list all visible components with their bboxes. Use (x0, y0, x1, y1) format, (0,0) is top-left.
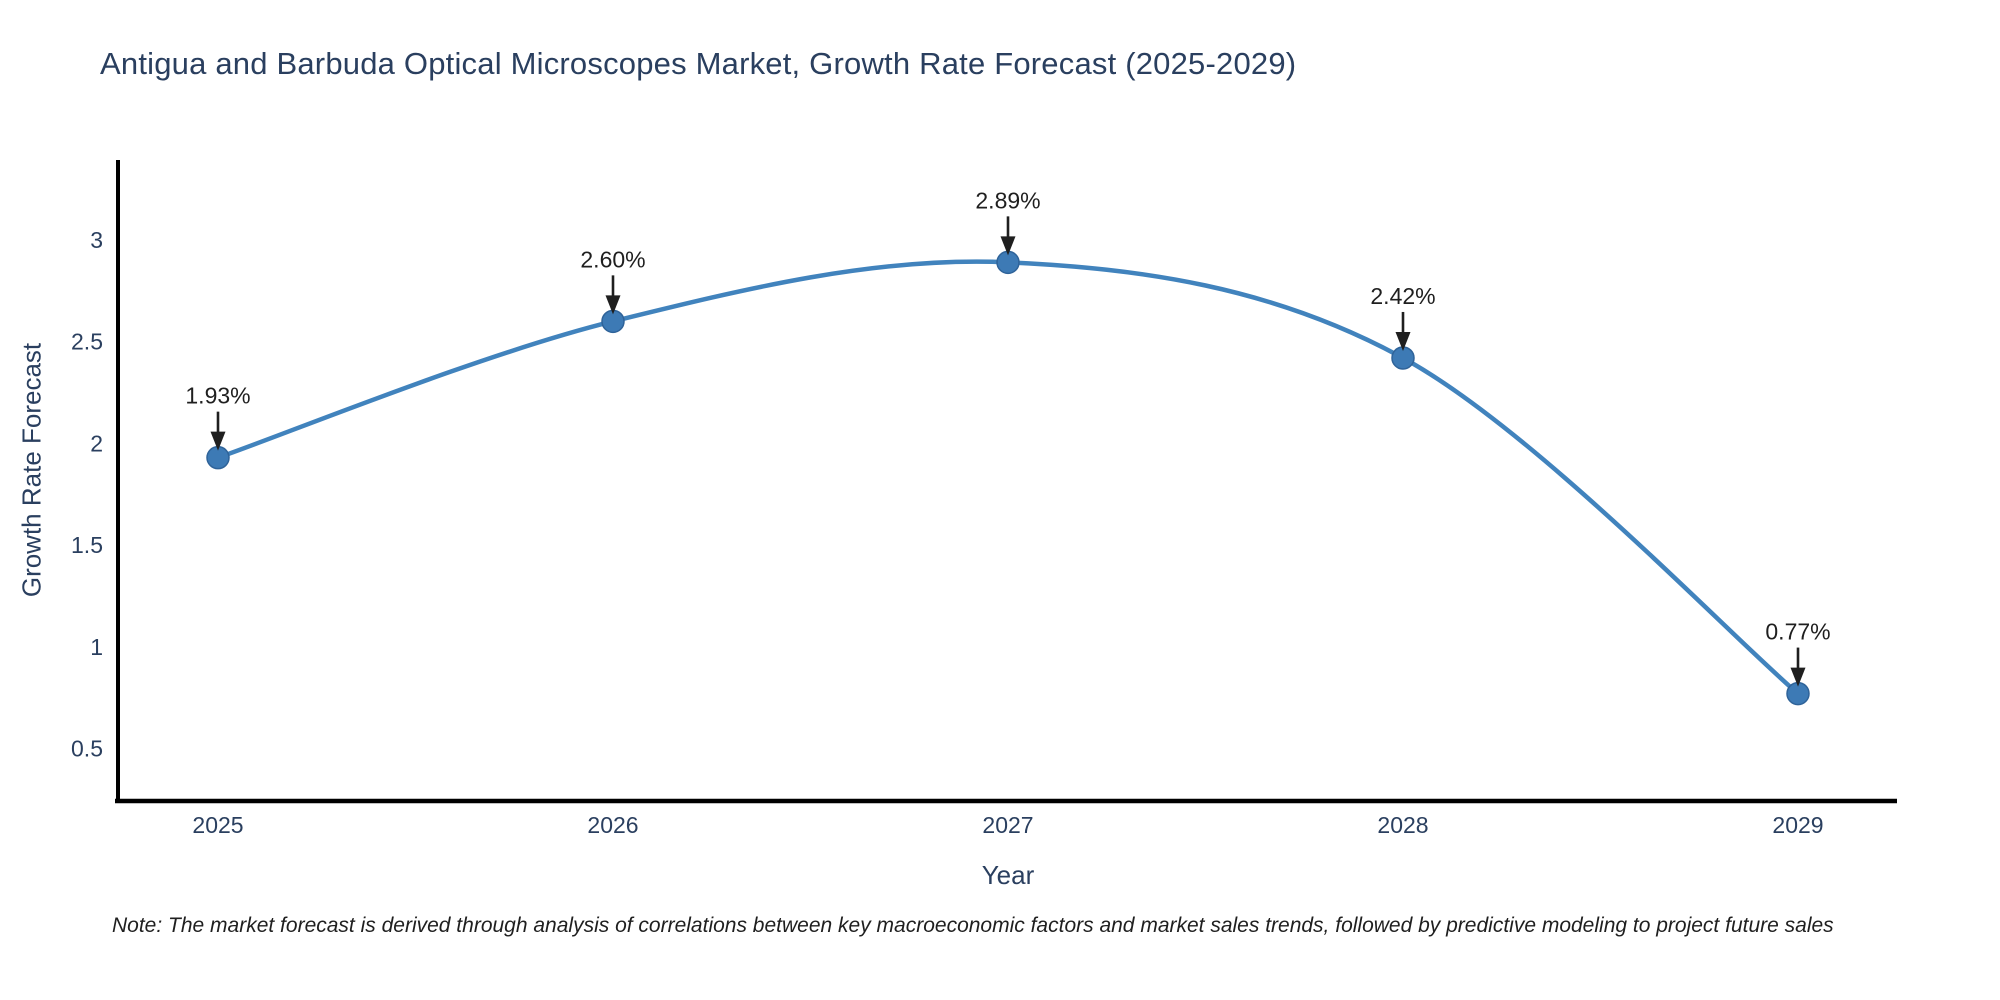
data-point-label: 2.60% (580, 246, 645, 272)
annotation-arrowhead-icon (210, 431, 226, 451)
annotation-arrowhead-icon (1790, 667, 1806, 687)
data-point-label: 1.93% (185, 383, 250, 409)
annotation-arrowhead-icon (1395, 331, 1411, 351)
y-tick-label: 2 (90, 430, 103, 456)
y-tick-label: 1 (90, 634, 103, 660)
data-point-label: 2.89% (975, 187, 1040, 213)
y-tick-label: 0.5 (71, 736, 103, 762)
x-axis-title: Year (981, 860, 1035, 890)
annotation-arrowhead-icon (1000, 236, 1016, 256)
x-tick-label: 2027 (982, 812, 1033, 838)
y-tick-label: 1.5 (71, 532, 103, 558)
x-tick-label: 2029 (1772, 812, 1823, 838)
y-tick-label: 2.5 (71, 329, 103, 355)
footnote: Note: The market forecast is derived thr… (112, 914, 1834, 937)
y-tick-label: 3 (90, 227, 103, 253)
forecast-line (215, 259, 1801, 696)
data-point-label: 2.42% (1370, 283, 1435, 309)
chart-title: Antigua and Barbuda Optical Microscopes … (100, 46, 1297, 81)
annotation-arrowhead-icon (605, 295, 621, 315)
data-point-label: 0.77% (1765, 619, 1830, 645)
x-tick-label: 2028 (1377, 812, 1428, 838)
x-tick-label: 2025 (192, 812, 243, 838)
x-tick-label: 2026 (587, 812, 638, 838)
